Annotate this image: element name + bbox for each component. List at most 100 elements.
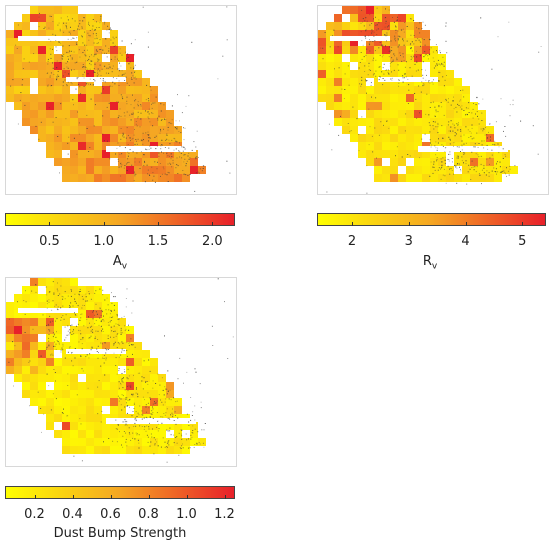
map-bump-cell <box>118 382 126 390</box>
map-rv-cell <box>430 110 438 118</box>
map-av-cell <box>158 126 166 134</box>
map-bump-cell <box>62 446 70 454</box>
map-av-cell <box>54 38 62 46</box>
map-av-cell <box>110 38 118 46</box>
map-av-cell <box>70 62 78 70</box>
map-bump-cell <box>78 302 86 310</box>
map-bump-cell <box>70 310 78 318</box>
map-av-cell <box>78 62 86 70</box>
map-av-cell <box>70 14 78 22</box>
map-rv-cell <box>390 94 398 102</box>
map-av-cell <box>86 62 94 70</box>
map-rv-cell <box>454 94 462 102</box>
map-bump-cell <box>126 366 134 374</box>
map-av-cell <box>166 126 174 134</box>
map-rv-cell <box>438 126 446 134</box>
map-bump-cell <box>30 382 38 390</box>
map-av-cell <box>54 30 62 38</box>
rv-colorbar-tick <box>352 222 354 226</box>
map-rv-cell <box>454 102 462 110</box>
map-rv-cell <box>406 62 414 70</box>
map-av-cell <box>14 78 22 86</box>
map-av-cell <box>86 166 94 174</box>
map-av-cell <box>126 86 134 94</box>
map-av-cell <box>118 86 126 94</box>
map-rv-cell <box>414 70 422 78</box>
map-bump-cell <box>6 318 14 326</box>
map-rv-cell <box>342 46 350 54</box>
map-av-cell <box>174 158 182 166</box>
map-av-cell <box>38 110 46 118</box>
map-rv-cell <box>422 118 430 126</box>
map-rv-cell <box>414 94 422 102</box>
map-av-cell <box>54 78 62 86</box>
map-rv-cell <box>478 134 486 142</box>
map-bump-cell <box>22 318 30 326</box>
map-rv-cell <box>406 150 414 158</box>
map-av-cell <box>14 102 22 110</box>
map-bump-cell <box>78 286 86 294</box>
map-bump-cell <box>62 374 70 382</box>
map-bump-cell <box>54 398 62 406</box>
map-bump-cell <box>118 430 126 438</box>
map-rv-cell <box>414 22 422 30</box>
map-bump-cell <box>70 366 78 374</box>
map-bump-cell <box>158 382 166 390</box>
map-av-cell <box>142 150 150 158</box>
map-rv-cell <box>374 102 382 110</box>
map-rv-cell <box>430 118 438 126</box>
map-rv-cell <box>390 126 398 134</box>
map-bump-cell <box>86 342 94 350</box>
map-bump-cell <box>62 406 70 414</box>
map-av-cell <box>78 118 86 126</box>
map-av-cell <box>94 86 102 94</box>
map-av-cell <box>62 110 70 118</box>
map-bump-cell <box>86 358 94 366</box>
map-rv-cell <box>390 102 398 110</box>
map-av-cell <box>30 126 38 134</box>
map-bump-cell <box>38 342 46 350</box>
map-rv-cell <box>454 150 462 158</box>
map-av-cell <box>150 126 158 134</box>
map-rv-cell <box>406 142 414 150</box>
map-av-cell <box>118 54 126 62</box>
map-bump-cell <box>62 310 70 318</box>
map-rv-cell <box>398 142 406 150</box>
map-rv-cell <box>470 174 478 182</box>
map-rv-cell <box>478 166 486 174</box>
map-rv-cell <box>350 86 358 94</box>
map-av-cell <box>70 102 78 110</box>
map-av-cell <box>118 102 126 110</box>
map-av-cell <box>86 102 94 110</box>
map-rv-cell <box>342 78 350 86</box>
map-rv-cell <box>334 110 342 118</box>
map-av-cell <box>142 134 150 142</box>
map-rv-cell <box>334 22 342 30</box>
map-av-cell <box>86 46 94 54</box>
map-rv-cell <box>390 118 398 126</box>
map-rv-cell <box>414 166 422 174</box>
map-av-cell <box>182 166 190 174</box>
map-rv-cell <box>406 174 414 182</box>
map-av-cell <box>86 158 94 166</box>
map-bump-cell <box>158 446 166 454</box>
map-av-cell <box>134 78 142 86</box>
map-bump-cell <box>94 310 102 318</box>
rv-map-panel <box>317 5 549 195</box>
map-rv-cell <box>350 30 358 38</box>
map-av-cell <box>78 46 86 54</box>
map-bump-cell <box>14 326 22 334</box>
map-bump-cell <box>126 342 134 350</box>
map-av-cell <box>166 150 174 158</box>
map-rv-cell <box>382 38 390 46</box>
map-rv-cell <box>478 126 486 134</box>
map-rv-cell <box>350 46 358 54</box>
map-av-cell <box>110 174 118 182</box>
map-av-cell <box>134 158 142 166</box>
map-av-cell <box>38 78 46 86</box>
map-bump-cell <box>38 374 46 382</box>
map-av-cell <box>86 54 94 62</box>
map-bump-cell <box>30 318 38 326</box>
map-bump-cell <box>46 286 54 294</box>
map-av-cell <box>110 110 118 118</box>
